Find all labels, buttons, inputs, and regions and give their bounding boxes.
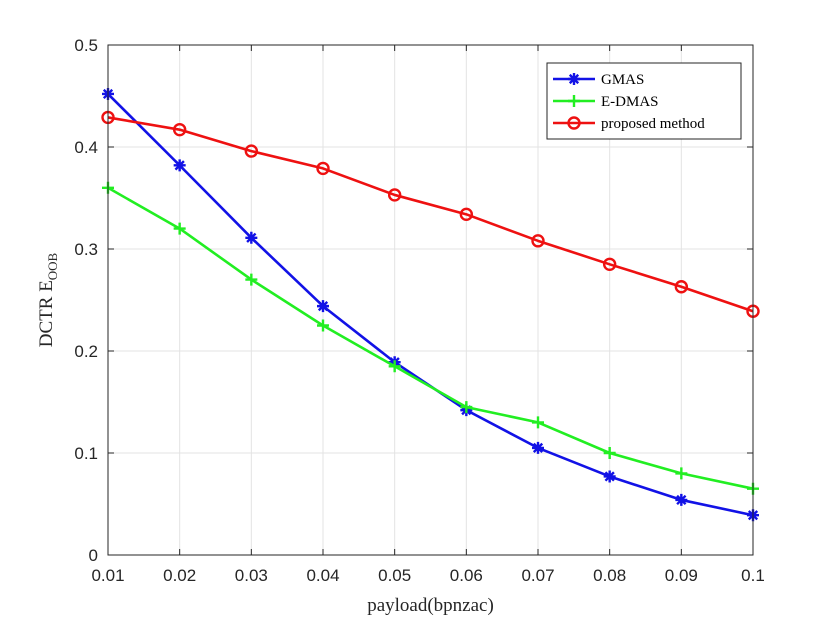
series-line xyxy=(107,116,754,313)
y-tick-label: 0.2 xyxy=(74,342,98,361)
data-point xyxy=(460,401,473,414)
legend-label: proposed method xyxy=(601,116,705,132)
data-point xyxy=(387,188,402,202)
x-axis-title: payload(bpnzac) xyxy=(367,595,494,616)
x-tick-label: 0.05 xyxy=(378,566,411,585)
y-axis-title: DCTR EOOB xyxy=(36,252,60,347)
x-tick-label: 0.06 xyxy=(450,566,483,585)
legend-entry: GMAS xyxy=(553,72,644,88)
data-point xyxy=(568,95,580,107)
y-axis-title-main: DCTR E xyxy=(36,280,57,347)
data-point xyxy=(602,257,617,271)
y-tick-label: 0.1 xyxy=(74,444,98,463)
x-tick-label: 0.04 xyxy=(306,566,339,585)
data-point xyxy=(531,234,545,248)
legend-label: GMAS xyxy=(601,72,644,88)
data-point xyxy=(675,493,688,506)
legend-entry: E-DMAS xyxy=(553,94,659,110)
series-e-dmas xyxy=(102,181,759,495)
series-line xyxy=(107,93,754,517)
x-tick-label: 0.02 xyxy=(163,566,196,585)
data-point xyxy=(388,360,401,373)
y-axis-title-subscript: OOB xyxy=(45,252,60,280)
data-point xyxy=(603,447,616,459)
y-tick-label: 0.4 xyxy=(74,138,98,157)
data-point xyxy=(173,222,186,235)
data-point xyxy=(603,470,616,483)
data-point xyxy=(317,319,329,332)
x-tick-label: 0.09 xyxy=(665,566,698,585)
data-point xyxy=(245,231,258,244)
x-tick-label: 0.03 xyxy=(235,566,268,585)
y-tick-label: 0 xyxy=(89,546,98,565)
data-point xyxy=(316,161,330,176)
data-point xyxy=(245,273,258,286)
data-point xyxy=(675,467,688,480)
data-point xyxy=(173,159,186,172)
x-tick-label: 0.08 xyxy=(593,566,626,585)
y-tick-label: 0.5 xyxy=(74,36,98,55)
legend-entry: proposed method xyxy=(553,116,705,132)
legend-label: E-DMAS xyxy=(601,94,659,110)
data-point xyxy=(568,73,580,85)
x-tick-label: 0.1 xyxy=(741,566,765,585)
y-tick-label: 0.3 xyxy=(74,240,98,259)
data-point xyxy=(317,300,329,313)
series-layer xyxy=(101,87,760,522)
data-point xyxy=(459,207,474,222)
tick-layer: 0.01 0.02 0.03 0.04 0.05 0.06 0.07 0.08 0.09 0.1 0… xyxy=(74,36,764,585)
series-line xyxy=(107,186,754,490)
series-gmas xyxy=(102,87,759,522)
data-point xyxy=(244,144,259,158)
x-tick-label: 0.07 xyxy=(521,566,554,585)
data-point xyxy=(674,280,689,294)
data-point xyxy=(532,441,544,454)
legend: GMAS E-DMAS proposed method xyxy=(546,62,742,140)
data-point xyxy=(172,122,187,137)
series-proposed-method xyxy=(101,110,760,318)
x-tick-label: 0.01 xyxy=(91,566,124,585)
plot-frame xyxy=(107,44,754,556)
data-point xyxy=(532,416,544,429)
data-point xyxy=(567,116,581,130)
